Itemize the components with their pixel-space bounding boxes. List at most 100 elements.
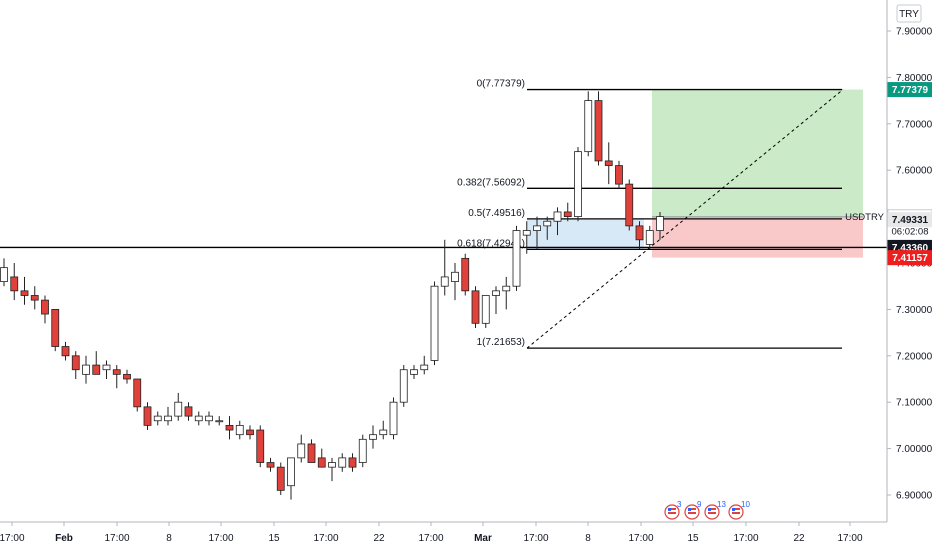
- currency-badge-box: [896, 4, 922, 23]
- candle[interactable]: [338, 457, 347, 468]
- candle[interactable]: [61, 346, 70, 357]
- time-tick-label: 15: [268, 533, 280, 544]
- price-axis[interactable]: 7.900007.800007.700007.600007.500007.400…: [845, 0, 932, 522]
- candle[interactable]: [51, 308, 60, 347]
- candle[interactable]: [584, 100, 593, 153]
- candle[interactable]: [379, 429, 388, 436]
- candle[interactable]: [112, 369, 121, 375]
- candle[interactable]: [604, 160, 613, 166]
- candle[interactable]: [0, 267, 8, 282]
- candle[interactable]: [71, 355, 80, 371]
- candle[interactable]: [10, 276, 19, 292]
- candle[interactable]: [92, 364, 101, 375]
- candle[interactable]: [153, 415, 162, 422]
- candle[interactable]: [543, 220, 552, 227]
- time-axis[interactable]: 17:00 Feb 17:00 8 17:00 15 17:00 22 17:00 Mar 17:0…: [0, 521, 887, 544]
- candle[interactable]: [522, 230, 531, 236]
- candle[interactable]: [297, 443, 306, 459]
- event-marker[interactable]: 13: [704, 500, 726, 520]
- candle[interactable]: [399, 369, 408, 403]
- flag-stripe: [732, 508, 740, 510]
- candle[interactable]: [123, 373, 131, 380]
- time-tick-label: 17:00: [733, 533, 758, 544]
- candle[interactable]: [317, 457, 326, 468]
- candle[interactable]: [471, 290, 480, 324]
- candle[interactable]: [461, 257, 470, 292]
- fib-level-label: 0.618(7.42941): [457, 238, 525, 249]
- candle[interactable]: [656, 216, 664, 231]
- candle[interactable]: [215, 420, 224, 423]
- candle[interactable]: [20, 290, 29, 296]
- candle[interactable]: [174, 401, 183, 417]
- candle[interactable]: [205, 415, 213, 422]
- candle[interactable]: [430, 285, 439, 361]
- currency-badge[interactable]: TRY: [896, 4, 922, 23]
- loss-zone[interactable]: [652, 216, 863, 258]
- candle[interactable]: [30, 295, 39, 301]
- candle[interactable]: [256, 429, 265, 463]
- currency-badge-label: TRY: [899, 9, 919, 20]
- candle[interactable]: [348, 457, 357, 468]
- candle[interactable]: [625, 183, 634, 227]
- candle[interactable]: [143, 406, 152, 426]
- candle[interactable]: [533, 225, 541, 231]
- candle[interactable]: [635, 225, 644, 241]
- candles-layer[interactable]: [0, 91, 664, 500]
- candle[interactable]: [492, 290, 500, 296]
- candle[interactable]: [369, 434, 377, 440]
- candle[interactable]: [276, 466, 285, 491]
- candle[interactable]: [615, 165, 623, 185]
- candle[interactable]: [440, 276, 449, 287]
- candle[interactable]: [328, 462, 336, 468]
- candle[interactable]: [184, 406, 193, 417]
- price-tick-label: 7.00000: [896, 444, 932, 455]
- candle[interactable]: [102, 364, 111, 371]
- candle[interactable]: [481, 295, 490, 324]
- event-marker[interactable]: 9: [684, 500, 702, 520]
- flag-stripe: [708, 508, 716, 510]
- event-marker[interactable]: 10: [728, 500, 750, 520]
- symbol-label: USDTRY: [845, 212, 885, 223]
- candle[interactable]: [82, 364, 90, 375]
- economic-events[interactable]: 3 9 13 10: [664, 500, 750, 520]
- candle[interactable]: [451, 271, 459, 282]
- candle[interactable]: [502, 285, 511, 292]
- candle[interactable]: [645, 230, 654, 245]
- candle[interactable]: [512, 230, 521, 287]
- candle[interactable]: [563, 211, 572, 218]
- fib-trend-line[interactable]: [526, 89, 844, 349]
- candle[interactable]: [594, 100, 603, 162]
- candle[interactable]: [574, 151, 582, 217]
- fib-level-label: 0.5(7.49516): [468, 208, 525, 219]
- event-count: 3: [677, 500, 682, 509]
- flag-stripe: [688, 508, 696, 510]
- price-tag[interactable]: 7.77379: [887, 82, 932, 98]
- candle[interactable]: [389, 401, 398, 436]
- candle[interactable]: [164, 415, 172, 422]
- candle[interactable]: [287, 457, 295, 487]
- event-marker[interactable]: 3: [664, 500, 682, 520]
- time-tick-label: Feb: [55, 533, 73, 544]
- price-tag-label: 7.41157: [892, 253, 928, 264]
- candle[interactable]: [133, 378, 142, 408]
- candle[interactable]: [553, 211, 562, 222]
- time-tick-label: 15: [687, 533, 699, 544]
- candle[interactable]: [235, 424, 244, 436]
- flag-canton: [732, 508, 735, 511]
- fib-level-label: 1(7.21653): [477, 337, 525, 348]
- price-tag-label: 7.77379: [892, 85, 929, 96]
- price-tick-label: 7.30000: [896, 305, 932, 316]
- candle[interactable]: [266, 462, 275, 468]
- candle[interactable]: [225, 424, 234, 431]
- candle[interactable]: [246, 429, 254, 436]
- candle[interactable]: [41, 299, 49, 315]
- candle[interactable]: [194, 415, 203, 422]
- price-tag[interactable]: 7.41157: [887, 250, 932, 266]
- candle[interactable]: [307, 443, 316, 463]
- candle[interactable]: [358, 438, 367, 463]
- profit-zone[interactable]: [652, 89, 863, 217]
- candle[interactable]: [410, 369, 418, 375]
- candle[interactable]: [420, 364, 429, 371]
- price-tag[interactable]: 7.49331: [887, 212, 932, 228]
